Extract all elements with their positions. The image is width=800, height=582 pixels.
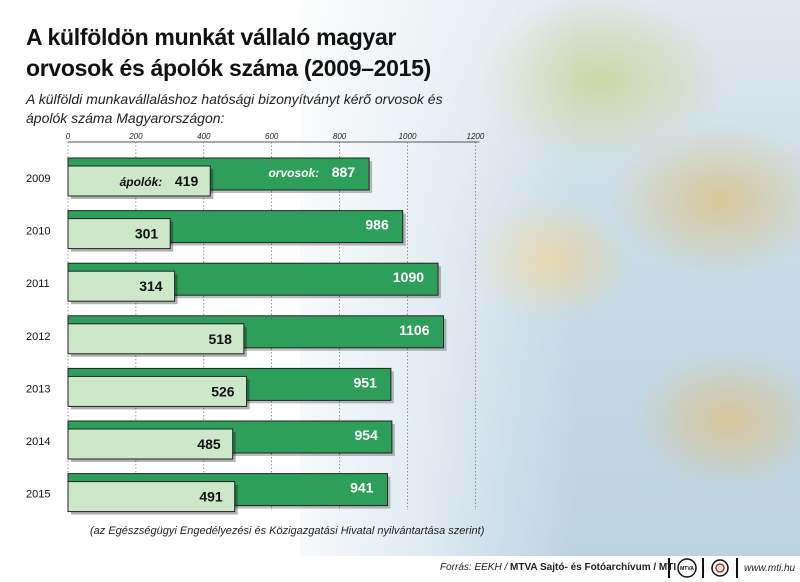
footer-separator [668, 558, 670, 578]
source-prefix: Forrás: EEKH / [440, 562, 511, 573]
doctors-value-label: 941 [350, 480, 374, 496]
x-tick-label: 600 [265, 132, 279, 141]
nurses-bar [67, 481, 236, 513]
x-tick-label: 1000 [399, 132, 417, 141]
website-url: www.mti.hu [744, 563, 796, 574]
nurses-value-label: 419 [175, 173, 199, 189]
nurses-bar [67, 375, 248, 407]
year-label: 2011 [26, 278, 50, 290]
doctors-value-label: 951 [354, 374, 378, 390]
year-label: 2015 [26, 489, 50, 501]
nurses-value-label: 485 [197, 436, 221, 452]
x-tick-label: 400 [197, 132, 211, 141]
nurses-bar [67, 270, 176, 302]
nurses-bar [67, 165, 211, 197]
mti-logo-icon [711, 559, 729, 577]
source-org: MTVA Sajtó- és Fotóarchívum / MTI [510, 562, 677, 573]
nurses-value-label: 491 [199, 489, 223, 505]
nurses-series-label: ápolók: [120, 175, 163, 189]
year-label: 2012 [26, 331, 50, 343]
doctors-series-label: orvosok: [268, 166, 319, 180]
mtva-logo-icon: MTVA [677, 558, 697, 578]
logo-text: MTVA [680, 566, 694, 572]
footer-separator [736, 558, 738, 578]
x-tick-label: 200 [128, 132, 143, 141]
nurses-value-label: 518 [209, 331, 233, 347]
chart-title: A külföldön munkát vállaló magyar orvoso… [26, 24, 432, 81]
x-tick-label: 800 [333, 132, 347, 141]
nurses-bar [67, 218, 171, 250]
doctors-value-label: 1090 [393, 269, 424, 285]
x-tick-label: 0 [66, 132, 71, 141]
doctors-value-label: 954 [355, 427, 379, 443]
year-label: 2014 [26, 436, 50, 448]
nurses-bar [67, 428, 234, 460]
nurses-value-label: 314 [139, 278, 163, 294]
year-label: 2009 [26, 173, 50, 185]
footer-separator [702, 558, 704, 578]
source-credit: Forrás: EEKH / MTVA Sajtó- és Fotóarchív… [440, 562, 676, 573]
footer [0, 556, 800, 582]
nurses-value-label: 526 [211, 383, 235, 399]
year-label: 2010 [26, 226, 50, 238]
doctors-value-label: 887 [332, 164, 356, 180]
bar-chart: 0 200 400 600 800 1000 1200 887 419 2009 orvosok: á… [26, 132, 485, 515]
doctors-value-label: 1106 [399, 322, 430, 338]
chart-subtitle: A külföldi munkavállaláshoz hatósági biz… [26, 91, 443, 126]
year-label: 2013 [26, 383, 50, 395]
x-tick-label: 1200 [467, 132, 485, 141]
footnote: (az Egészségügyi Engedélyezési és Köziga… [90, 525, 485, 537]
nurses-bar [67, 323, 245, 355]
nurses-value-label: 301 [135, 226, 159, 242]
doctors-value-label: 986 [365, 217, 389, 233]
